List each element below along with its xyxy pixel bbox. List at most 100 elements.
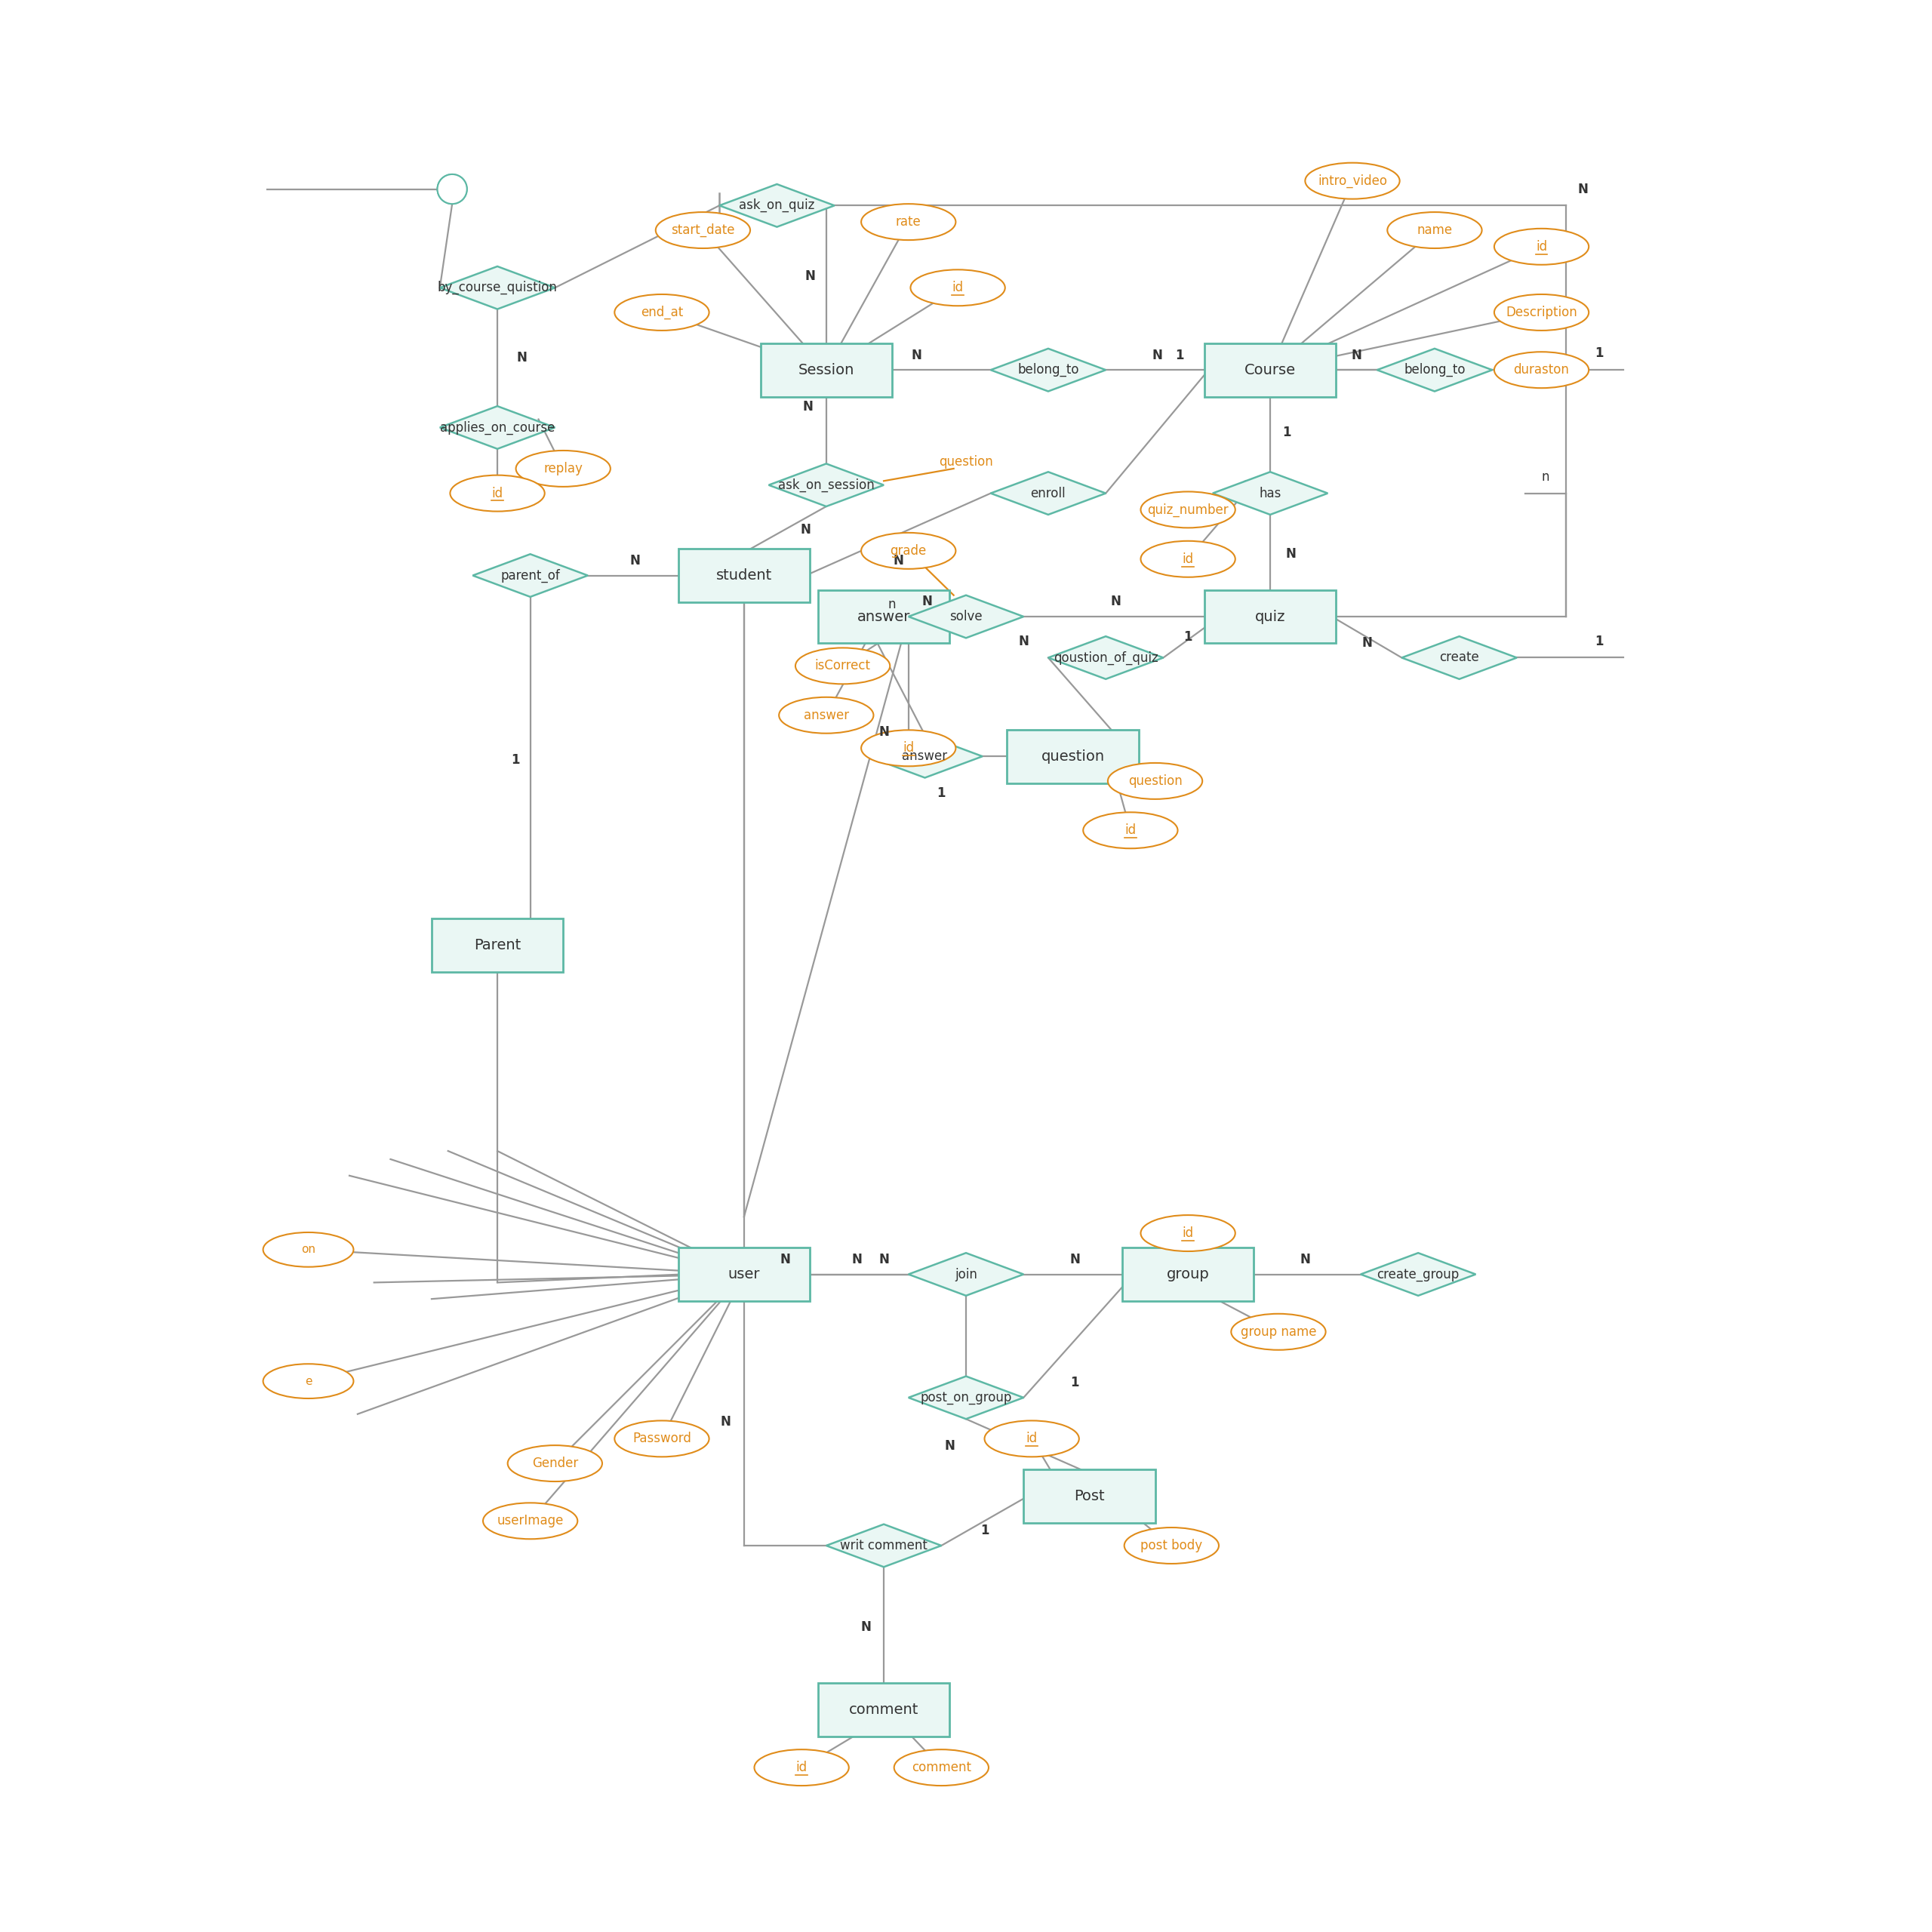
Ellipse shape xyxy=(1107,763,1202,800)
FancyBboxPatch shape xyxy=(817,1683,949,1737)
Text: N: N xyxy=(893,554,904,568)
Text: enroll: enroll xyxy=(1030,487,1066,500)
Text: id: id xyxy=(952,280,964,294)
FancyBboxPatch shape xyxy=(1024,1470,1155,1522)
Text: rate: rate xyxy=(896,214,922,228)
Text: on: on xyxy=(301,1244,315,1256)
Ellipse shape xyxy=(516,450,611,487)
Text: 1: 1 xyxy=(1283,425,1291,439)
Text: comment: comment xyxy=(912,1760,972,1774)
Text: belong_to: belong_to xyxy=(1018,363,1078,377)
Text: N: N xyxy=(879,1252,889,1265)
Polygon shape xyxy=(440,406,554,448)
Text: parent_of: parent_of xyxy=(500,568,560,582)
Text: id: id xyxy=(796,1760,808,1774)
Text: N: N xyxy=(945,1439,954,1453)
Text: Parent: Parent xyxy=(473,939,522,952)
Ellipse shape xyxy=(1306,162,1399,199)
Text: applies_on_course: applies_on_course xyxy=(440,421,554,435)
Polygon shape xyxy=(991,348,1105,392)
Ellipse shape xyxy=(1140,1215,1235,1252)
Text: N: N xyxy=(879,724,889,738)
Text: quiz_number: quiz_number xyxy=(1148,502,1229,516)
Text: intro_video: intro_video xyxy=(1318,174,1387,187)
Polygon shape xyxy=(827,1524,941,1567)
Text: 1: 1 xyxy=(1594,634,1604,647)
Polygon shape xyxy=(1360,1254,1476,1296)
FancyBboxPatch shape xyxy=(1204,589,1335,643)
Text: N: N xyxy=(800,524,811,537)
Text: duraston: duraston xyxy=(1513,363,1569,377)
Ellipse shape xyxy=(1140,541,1235,578)
Ellipse shape xyxy=(1084,811,1179,848)
Text: n: n xyxy=(1542,469,1549,483)
Text: isCorrect: isCorrect xyxy=(815,659,871,672)
Text: N: N xyxy=(518,352,527,365)
Ellipse shape xyxy=(263,1233,354,1267)
Text: answer: answer xyxy=(804,709,848,723)
Text: id: id xyxy=(1536,240,1548,253)
Text: N: N xyxy=(922,595,931,609)
Text: 1: 1 xyxy=(1070,1376,1080,1389)
Text: Session: Session xyxy=(798,363,854,377)
Text: N: N xyxy=(852,1252,862,1265)
Text: N: N xyxy=(1300,1252,1310,1265)
Text: N: N xyxy=(1362,636,1372,649)
Polygon shape xyxy=(1403,636,1517,678)
Text: grade: grade xyxy=(891,545,927,558)
Text: group: group xyxy=(1167,1267,1209,1281)
Ellipse shape xyxy=(655,213,750,249)
Text: e: e xyxy=(305,1376,311,1387)
Polygon shape xyxy=(867,734,983,779)
Text: N: N xyxy=(1577,182,1588,195)
Text: N: N xyxy=(630,554,639,568)
Text: N: N xyxy=(804,400,813,413)
Ellipse shape xyxy=(1387,213,1482,249)
Polygon shape xyxy=(440,267,554,309)
FancyBboxPatch shape xyxy=(678,549,810,603)
Text: answer: answer xyxy=(858,609,910,624)
Text: N: N xyxy=(1111,595,1121,609)
Text: Gender: Gender xyxy=(531,1457,578,1470)
FancyBboxPatch shape xyxy=(817,589,949,643)
Text: writ comment: writ comment xyxy=(840,1538,927,1553)
Ellipse shape xyxy=(263,1364,354,1399)
Polygon shape xyxy=(1378,348,1492,392)
Ellipse shape xyxy=(1140,491,1235,527)
Ellipse shape xyxy=(614,294,709,330)
Ellipse shape xyxy=(1493,294,1588,330)
Text: 1: 1 xyxy=(1184,630,1192,643)
Polygon shape xyxy=(991,471,1105,514)
Text: 1: 1 xyxy=(937,786,945,800)
Text: join: join xyxy=(954,1267,978,1281)
Text: create: create xyxy=(1439,651,1480,665)
Polygon shape xyxy=(908,1376,1024,1418)
FancyBboxPatch shape xyxy=(431,920,562,972)
Polygon shape xyxy=(1213,471,1327,514)
Text: 1: 1 xyxy=(512,753,520,767)
Polygon shape xyxy=(1049,636,1163,678)
Text: id: id xyxy=(1182,553,1194,566)
FancyBboxPatch shape xyxy=(1007,730,1138,782)
Text: question: question xyxy=(1041,750,1105,763)
Polygon shape xyxy=(908,595,1024,638)
Text: solve: solve xyxy=(949,611,983,624)
Ellipse shape xyxy=(862,730,956,767)
Ellipse shape xyxy=(985,1420,1080,1457)
Ellipse shape xyxy=(779,697,873,734)
Text: Course: Course xyxy=(1244,363,1296,377)
Text: question: question xyxy=(1128,775,1182,788)
Text: N: N xyxy=(912,348,922,361)
Text: replay: replay xyxy=(543,462,583,475)
Text: create_group: create_group xyxy=(1378,1267,1459,1281)
FancyBboxPatch shape xyxy=(761,344,893,396)
FancyBboxPatch shape xyxy=(1122,1248,1254,1300)
Text: group name: group name xyxy=(1240,1325,1316,1339)
Text: n: n xyxy=(889,597,896,611)
Text: id: id xyxy=(491,487,502,500)
Ellipse shape xyxy=(910,270,1005,305)
Text: quiz: quiz xyxy=(1256,609,1285,624)
Ellipse shape xyxy=(614,1420,709,1457)
Circle shape xyxy=(437,174,468,205)
Text: has: has xyxy=(1260,487,1281,500)
